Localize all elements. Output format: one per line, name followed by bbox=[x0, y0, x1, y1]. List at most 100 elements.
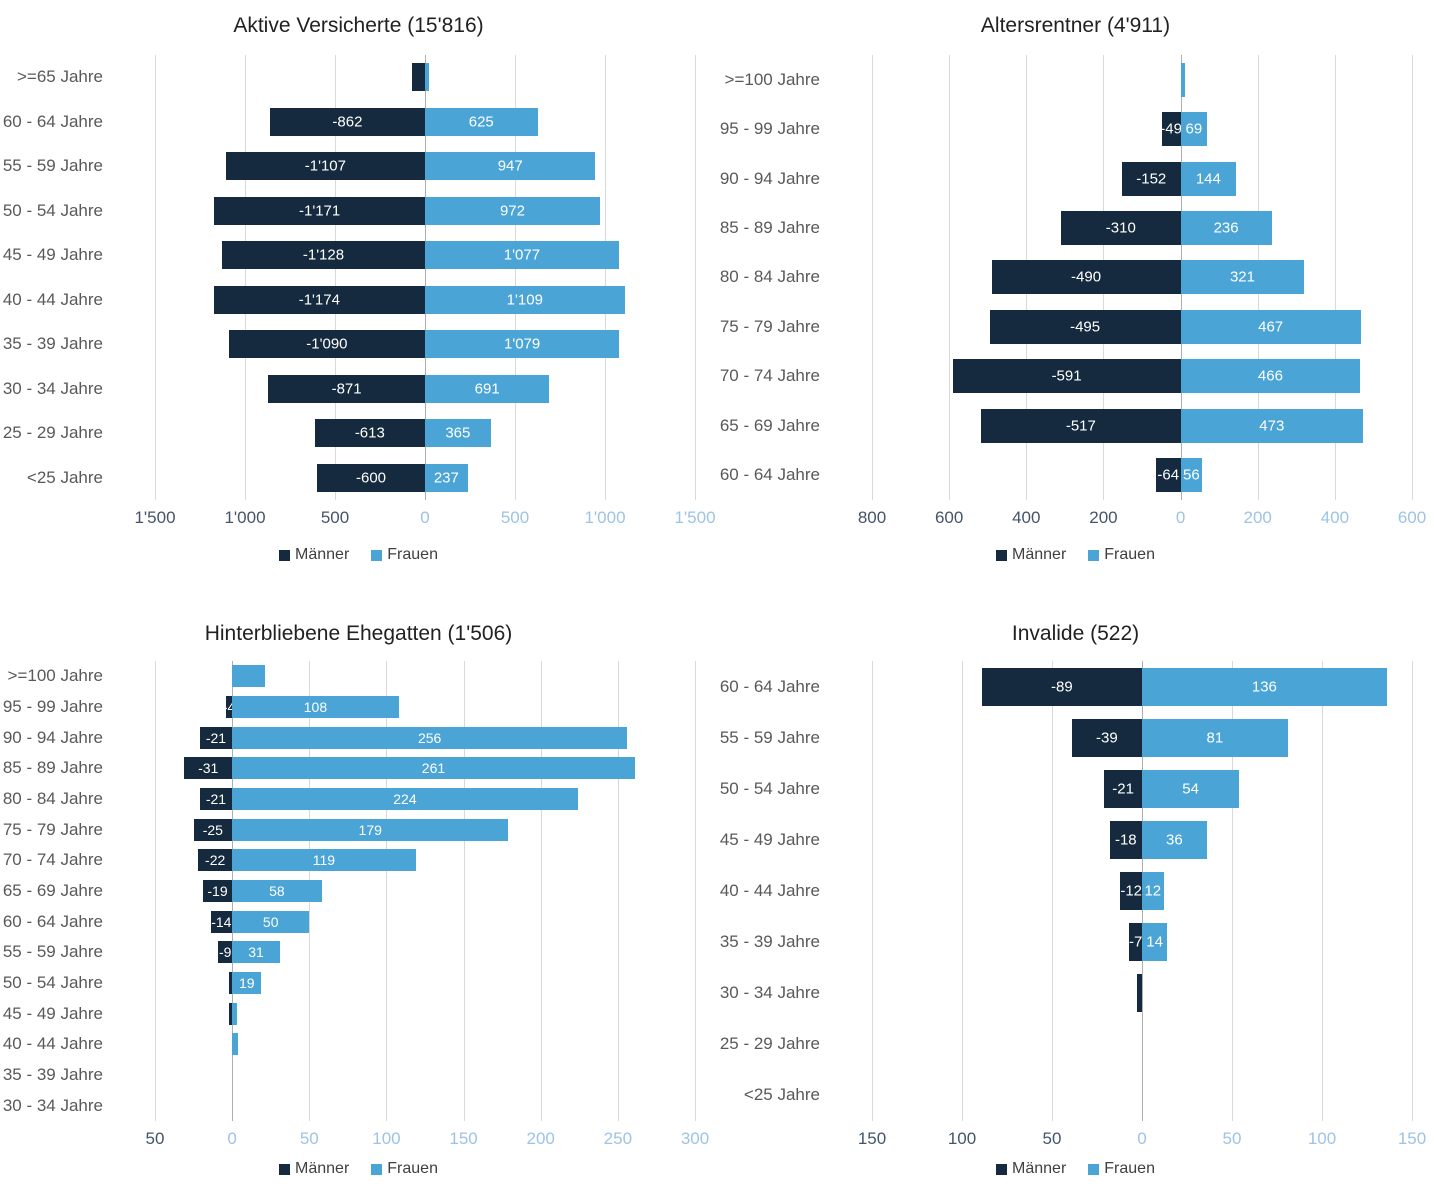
bar-value-women: 108 bbox=[303, 699, 328, 715]
bar-value-women: 261 bbox=[421, 760, 446, 777]
table-row: 50 - 54 Jahre -21 54 bbox=[717, 763, 1434, 814]
women-legend-swatch bbox=[371, 549, 383, 561]
legend-item-maenner: Männer bbox=[996, 546, 1066, 564]
bar-track bbox=[872, 1019, 1412, 1070]
bar-women bbox=[1142, 923, 1168, 962]
bar-women bbox=[232, 788, 578, 811]
category-label: 85 - 89 Jahre bbox=[2, 758, 103, 778]
bar-track: -152 144 bbox=[872, 154, 1412, 203]
axis-tick: 500 bbox=[320, 508, 350, 527]
bar-track: -591 466 bbox=[872, 352, 1412, 401]
table-row: 70 - 74 Jahre -591 466 bbox=[717, 352, 1434, 401]
bar-value-women: 36 bbox=[1166, 831, 1183, 849]
table-row: 95 - 99 Jahre -4 108 bbox=[0, 692, 717, 723]
bar-women bbox=[425, 241, 619, 270]
gridline bbox=[872, 661, 873, 1121]
bar-men bbox=[210, 910, 233, 933]
bar-value-women: 58 bbox=[269, 883, 285, 900]
legend: Männer Frauen bbox=[717, 1151, 1434, 1192]
gridline bbox=[695, 55, 696, 500]
legend-item-frauen: Frauen bbox=[371, 1160, 438, 1178]
legend-item-maenner: Männer bbox=[996, 1160, 1066, 1178]
table-row: 35 - 39 Jahre bbox=[0, 1060, 717, 1091]
legend-item-frauen: Frauen bbox=[1088, 1160, 1155, 1178]
axis-tick: 150 bbox=[857, 1129, 887, 1148]
plot-area: >=100 Jahre 95 - 99 Jahre -49 69 90 - 94 Jah… bbox=[717, 55, 1434, 500]
bar-track: -1'107 947 bbox=[155, 144, 695, 189]
bar-value-men: -1'171 bbox=[298, 202, 341, 220]
bar-men bbox=[1161, 112, 1181, 147]
category-label: 60 - 64 Jahre bbox=[2, 111, 103, 131]
category-label: 40 - 44 Jahre bbox=[719, 880, 820, 900]
gridline bbox=[386, 661, 388, 1121]
bar-value-women: 625 bbox=[468, 113, 494, 131]
table-row: 80 - 84 Jahre -21 224 bbox=[0, 784, 717, 815]
plot-area: >=100 Jahre 95 - 99 Jahre -4 108 90 - 94 Jah… bbox=[0, 661, 717, 1121]
bar-women bbox=[1142, 820, 1207, 859]
axis-tick: 250 bbox=[603, 1129, 633, 1148]
axis-tick: 1'500 bbox=[674, 508, 716, 527]
gridline bbox=[1232, 661, 1233, 1121]
category-label: 50 - 54 Jahre bbox=[719, 778, 820, 798]
bar-men bbox=[1155, 458, 1181, 493]
bar-value-men: -490 bbox=[1071, 268, 1102, 286]
table-row: 80 - 84 Jahre -490 321 bbox=[717, 253, 1434, 302]
bar-men bbox=[317, 463, 425, 492]
bar-women bbox=[425, 330, 620, 359]
category-label: <25 Jahre bbox=[26, 467, 103, 487]
women-legend-swatch bbox=[371, 1163, 383, 1175]
bar-value-men: -310 bbox=[1105, 219, 1136, 237]
table-row: 90 - 94 Jahre -21 256 bbox=[0, 722, 717, 753]
category-label: 35 - 39 Jahre bbox=[2, 1065, 103, 1085]
bar-value-men: -1'090 bbox=[306, 335, 348, 353]
bar-value-men: -7 bbox=[1129, 933, 1143, 951]
category-label: 45 - 49 Jahre bbox=[2, 245, 103, 265]
bar-track: -495 467 bbox=[872, 302, 1412, 351]
gridline bbox=[605, 55, 606, 500]
axis-tick: 50 bbox=[1222, 1129, 1242, 1148]
bar-men bbox=[991, 260, 1181, 295]
bar-value-men: -591 bbox=[1051, 367, 1082, 385]
gridline bbox=[155, 661, 156, 1121]
chart-title: Hinterbliebene Ehegatten (1'506) bbox=[204, 622, 513, 645]
axis-tick: 200 bbox=[526, 1129, 555, 1148]
axis-tick: 100 bbox=[947, 1129, 977, 1148]
bar-women bbox=[1142, 871, 1164, 910]
category-label: 30 - 34 Jahre bbox=[719, 983, 820, 1003]
legend-item-frauen: Frauen bbox=[1088, 546, 1155, 564]
table-row: 70 - 74 Jahre -22 119 bbox=[0, 845, 717, 876]
category-label: 25 - 29 Jahre bbox=[2, 423, 103, 443]
chart-altersrentner: Altersrentner (4'911) >=100 Jahre 95 - 99 … bbox=[717, 0, 1434, 596]
category-label: 55 - 59 Jahre bbox=[719, 727, 820, 747]
legend: Männer Frauen bbox=[0, 1151, 717, 1192]
category-label: 55 - 59 Jahre bbox=[2, 156, 103, 176]
legend-item-maenner: Männer bbox=[279, 1160, 349, 1178]
axis-tick: 150 bbox=[449, 1129, 478, 1148]
bar-track: -21 224 bbox=[155, 784, 695, 815]
bar-track: -490 321 bbox=[872, 253, 1412, 302]
table-row: 55 - 59 Jahre -1'107 947 bbox=[0, 144, 717, 189]
bar-value-women: 31 bbox=[248, 944, 264, 961]
x-axis: 150 100 50 0 50 100 150 bbox=[858, 1121, 1426, 1151]
bar-value-women: 54 bbox=[1182, 780, 1199, 798]
axis-tick: 400 bbox=[1320, 508, 1350, 527]
bar-women bbox=[425, 419, 491, 448]
x-axis: 1'500 1'000 500 0 500 1'000 1'500 bbox=[134, 500, 715, 530]
axis-tick: 500 bbox=[500, 508, 530, 527]
bar-value-women: 972 bbox=[499, 202, 525, 220]
bar-women bbox=[232, 818, 509, 841]
bar-track: -862 625 bbox=[155, 100, 695, 145]
table-row: 50 - 54 Jahre 19 bbox=[0, 968, 717, 999]
table-row: 75 - 79 Jahre -25 179 bbox=[0, 814, 717, 845]
gridline bbox=[540, 661, 542, 1121]
bar-value-women: 14 bbox=[1146, 933, 1163, 951]
bar-men bbox=[214, 196, 425, 225]
bar-women bbox=[232, 941, 280, 964]
bar-value-men: -862 bbox=[332, 113, 363, 131]
x-axis: 50 0 50 100 150 200 250 300 bbox=[146, 1121, 710, 1151]
bar-value-women: 1'109 bbox=[506, 291, 543, 309]
table-row: 95 - 99 Jahre -49 69 bbox=[717, 104, 1434, 153]
table-row: 60 - 64 Jahre -14 50 bbox=[0, 906, 717, 937]
bar-women bbox=[232, 1033, 239, 1056]
bar-value-men: -9 bbox=[218, 944, 232, 961]
